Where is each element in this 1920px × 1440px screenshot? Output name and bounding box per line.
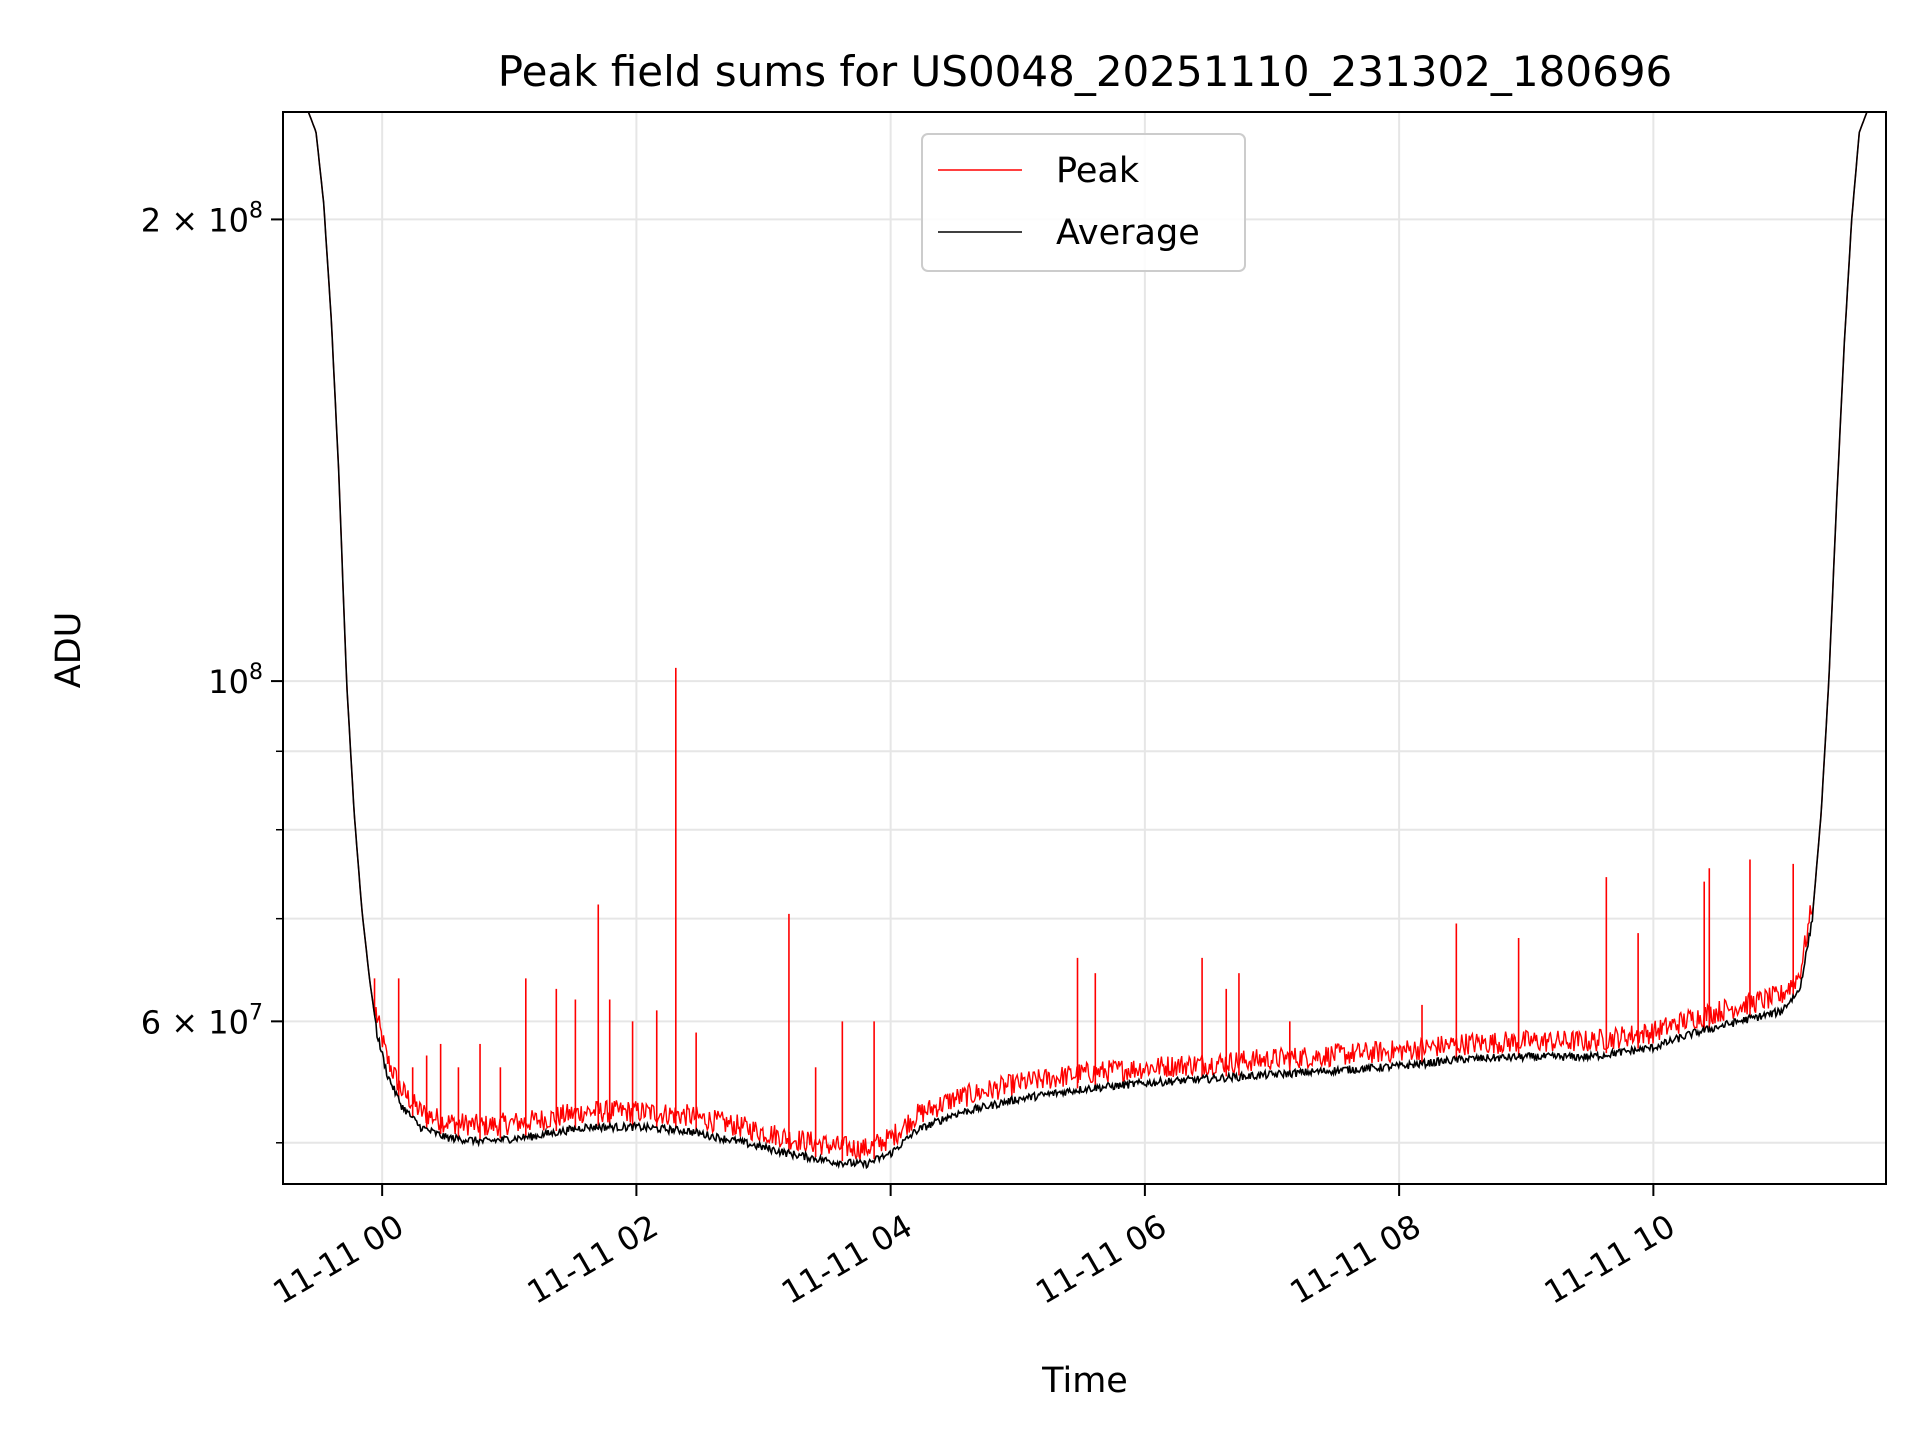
y-tick-label: 6 × 107: [141, 1000, 263, 1041]
x-axis-label: Time: [1041, 1361, 1128, 1401]
y-tick-label: 108: [208, 660, 263, 701]
series-peak-line: [283, 111, 1886, 1160]
chart-title: Peak field sums for US0048_20251110_2313…: [498, 47, 1673, 96]
y-axis: 6 × 107 108 2 × 108: [141, 198, 283, 1144]
grid: [283, 112, 1886, 1184]
legend[interactable]: Peak Average: [921, 133, 1246, 272]
y-axis-label: ADU: [49, 612, 89, 689]
legend-label-average: Average: [1056, 213, 1200, 253]
legend-box: [921, 133, 1246, 272]
legend-label-peak: Peak: [1056, 151, 1140, 191]
y-tick-label: 2 × 108: [141, 198, 263, 239]
plot-frame: [282, 111, 1887, 1185]
series-area: [283, 111, 1886, 1170]
series-average-line: [283, 111, 1886, 1170]
